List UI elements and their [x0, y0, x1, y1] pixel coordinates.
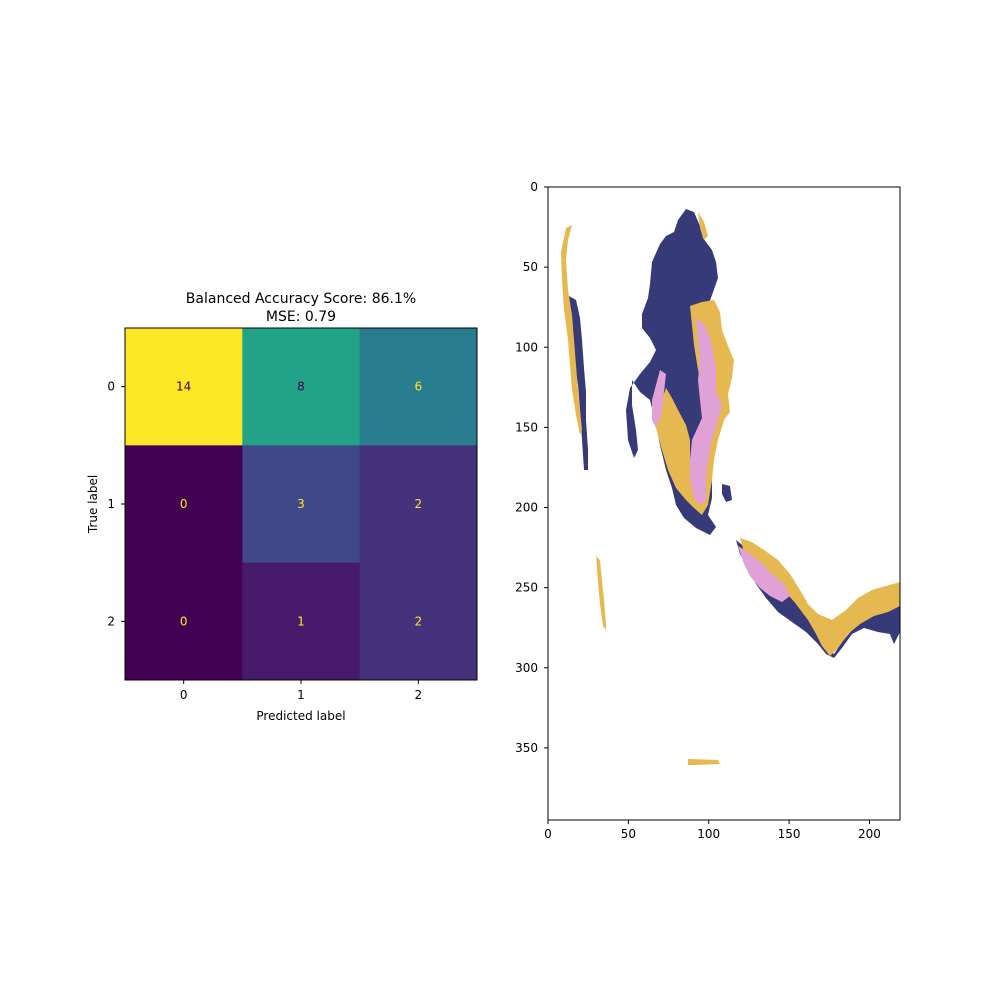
map-y-tick-label: 350: [515, 741, 538, 755]
map-x-tick-label: 0: [544, 827, 552, 841]
cm-x-tick-label: 1: [297, 688, 305, 702]
cm-cell-label: 0: [180, 497, 188, 511]
cm-x-tick-label: 0: [180, 688, 188, 702]
map-regions: [561, 209, 900, 765]
cm-cell-label: 1: [297, 614, 305, 628]
map-frame: [547, 186, 901, 821]
map-region-dark-blob: [722, 484, 732, 502]
cm-cell: [125, 562, 243, 681]
map-y-tick-label: 100: [515, 340, 538, 354]
cm-cells: 14 8 6 0 3 2 0 1 2: [125, 328, 478, 681]
cm-cell: [359, 562, 478, 681]
cm-cell: [242, 562, 361, 681]
cm-y-axis: 0 1 2: [107, 380, 125, 628]
map-panel: 0 50 100 150 200 0 50 100 150 200 250 300 350: [515, 180, 901, 841]
cm-ylabel: True label: [86, 475, 100, 534]
map-region-high-side: [652, 370, 666, 428]
cm-y-tick-label: 2: [107, 614, 115, 628]
map-region-high-main: [690, 318, 722, 505]
map-y-tick-label: 300: [515, 661, 538, 675]
map-y-tick-label: 0: [530, 180, 538, 194]
map-y-tick-label: 150: [515, 420, 538, 434]
map-x-axis: 0 50 100 150 200: [544, 820, 881, 841]
cm-subtitle: MSE: 0.79: [266, 309, 336, 325]
map-region-mid-tail: [596, 556, 606, 630]
cm-cell: [359, 445, 478, 564]
cm-cell-label: 8: [297, 380, 305, 394]
map-y-tick-label: 50: [523, 260, 538, 274]
map-background: [548, 187, 900, 820]
cm-x-tick-label: 2: [415, 688, 423, 702]
map-region-mid-small: [688, 759, 720, 765]
cm-y-tick-label: 0: [107, 380, 115, 394]
cm-cell: [359, 328, 478, 446]
cm-cell: [242, 328, 361, 446]
map-x-tick-label: 50: [621, 827, 636, 841]
map-y-tick-label: 200: [515, 501, 538, 515]
map-x-tick-label: 200: [858, 827, 881, 841]
map-x-tick-label: 100: [697, 827, 720, 841]
cm-cell-label: 0: [180, 614, 188, 628]
map-x-tick-label: 150: [778, 827, 801, 841]
cm-cell-label: 14: [176, 380, 191, 394]
map-y-tick-label: 250: [515, 581, 538, 595]
cm-cell: [125, 328, 243, 446]
cm-y-tick-label: 1: [107, 497, 115, 511]
map-region-mid-main: [656, 212, 734, 515]
cm-cell: [125, 445, 243, 564]
cm-cell-label: 2: [415, 614, 423, 628]
cm-cell-label: 6: [415, 380, 423, 394]
map-region-mid-lower: [740, 538, 900, 656]
map-y-axis: 0 50 100 150 200 250 300 350: [515, 180, 548, 755]
cm-cell: [242, 445, 361, 564]
cm-cell-label: 3: [297, 497, 305, 511]
cm-title: Balanced Accuracy Score: 86.1%: [186, 291, 416, 307]
cm-x-axis: 0 1 2: [180, 680, 422, 702]
cm-cell-label: 2: [415, 497, 423, 511]
map-region-high-lower: [738, 546, 790, 602]
map-region-dark-lower: [736, 540, 900, 658]
confusion-matrix-panel: Balanced Accuracy Score: 86.1% MSE: 0.79…: [86, 291, 478, 723]
cm-xlabel: Predicted label: [256, 709, 345, 723]
map-region-mid-strip: [561, 225, 582, 435]
